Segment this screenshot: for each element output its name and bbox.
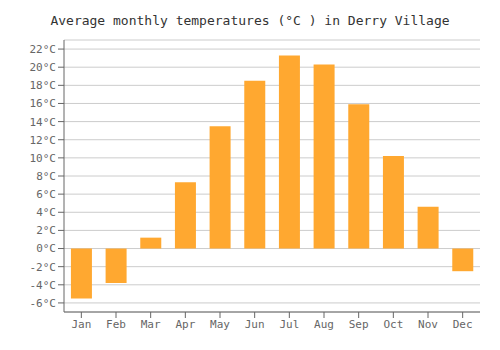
svg-text:Jan: Jan <box>71 318 91 331</box>
svg-text:Apr: Apr <box>175 318 195 331</box>
html-text:Average monthly temperatures (: Average monthly temperatures (°C ) in De… <box>50 13 450 28</box>
svg-text:18°C: 18°C <box>30 79 57 92</box>
svg-text:May: May <box>210 318 230 331</box>
svg-text:6°C: 6°C <box>36 188 56 201</box>
svg-text:-4°C: -4°C <box>30 279 57 292</box>
svg-text:Jul: Jul <box>279 318 299 331</box>
svg-text:Sep: Sep <box>349 318 369 331</box>
svg-text:10°C: 10°C <box>30 152 57 165</box>
svg-text:Dec: Dec <box>453 318 473 331</box>
svg-text:Nov: Nov <box>418 318 438 331</box>
svg-text:4°C: 4°C <box>36 206 56 219</box>
svg-text:-2°C: -2°C <box>30 261 57 274</box>
svg-text:12°C: 12°C <box>30 134 57 147</box>
svg-text:Oct: Oct <box>383 318 403 331</box>
svg-text:8°C: 8°C <box>36 170 56 183</box>
svg-text:16°C: 16°C <box>30 97 57 110</box>
svg-text:Feb: Feb <box>106 318 126 331</box>
svg-text:Aug: Aug <box>314 318 334 331</box>
svg-text:20°C: 20°C <box>30 61 57 74</box>
svg-text:Mar: Mar <box>141 318 161 331</box>
svg-text:0°C: 0°C <box>36 242 56 255</box>
svg-text:Jun: Jun <box>245 318 265 331</box>
svg-text:-6°C: -6°C <box>30 297 57 310</box>
svg-text:22°C: 22°C <box>30 43 57 56</box>
svg-text:14°C: 14°C <box>30 116 57 129</box>
svg-text:2°C: 2°C <box>36 224 56 237</box>
